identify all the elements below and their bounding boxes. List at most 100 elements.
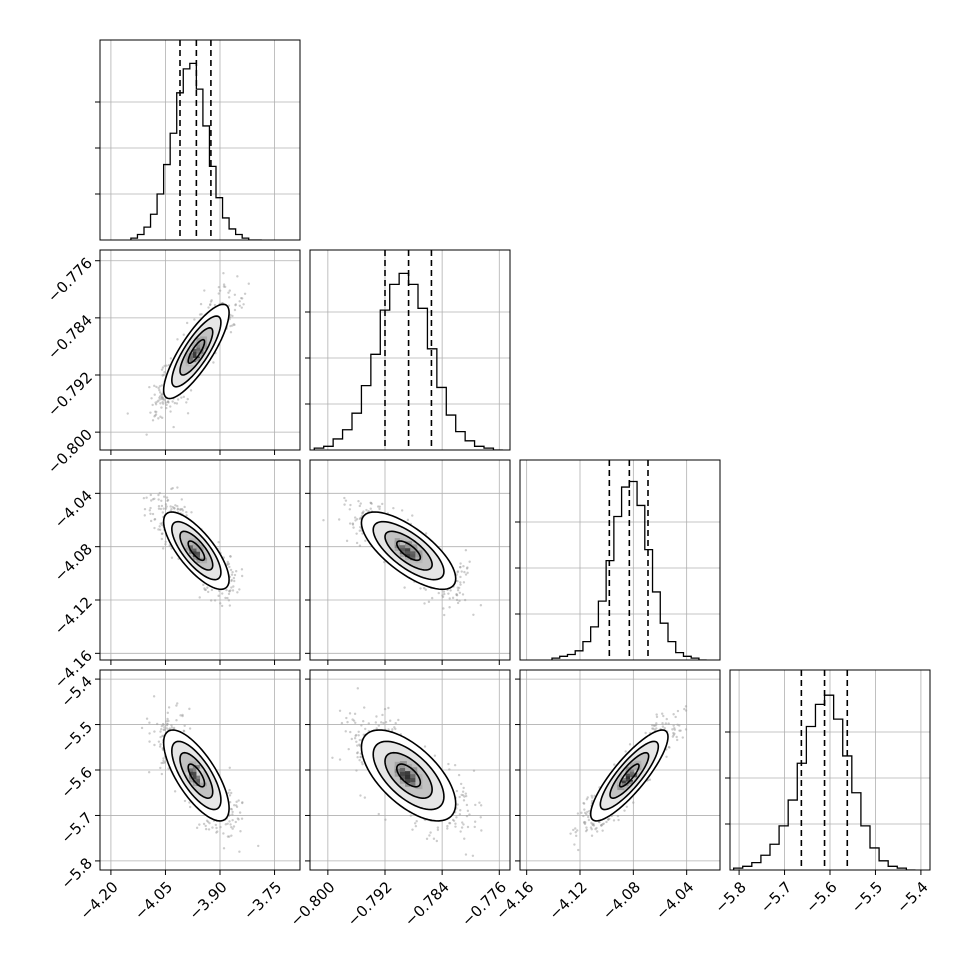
scatter-point xyxy=(162,728,165,732)
scatter-point xyxy=(158,396,161,399)
scatter-point xyxy=(217,589,221,592)
scatter-point xyxy=(358,504,361,508)
scatter-point xyxy=(411,514,414,517)
scatter-point xyxy=(223,285,227,289)
scatter-point xyxy=(384,818,387,821)
scatter-point xyxy=(160,368,164,371)
scatter-point xyxy=(357,499,360,503)
contour-lines xyxy=(162,303,230,400)
scatter-point xyxy=(157,417,160,420)
scatter-point xyxy=(230,578,233,582)
scatter-point xyxy=(176,702,179,705)
scatter-point xyxy=(585,828,589,832)
scatter-point xyxy=(230,586,233,589)
scatter-point xyxy=(381,502,384,506)
scatter-point xyxy=(240,306,243,309)
scatter-point xyxy=(358,544,362,547)
scatter-point xyxy=(400,509,404,512)
scatter-point xyxy=(573,843,576,846)
scatter-point xyxy=(441,595,445,599)
scatter-point xyxy=(171,400,174,403)
scatter-point xyxy=(176,338,179,341)
scatter-point xyxy=(364,539,367,542)
scatter-point xyxy=(150,499,153,502)
scatter-point xyxy=(582,814,585,818)
contour-line xyxy=(384,530,433,571)
scatter-point xyxy=(583,808,586,811)
panel-frame xyxy=(519,459,721,661)
scatter-point xyxy=(164,401,167,404)
scatter-point xyxy=(163,726,166,729)
scatter-point xyxy=(387,706,390,710)
scatter-point xyxy=(213,303,217,307)
scatter-point xyxy=(461,790,465,793)
scatter-point xyxy=(590,799,594,803)
scatter-point xyxy=(153,743,156,747)
scatter-point xyxy=(229,554,232,558)
scatter-point xyxy=(443,613,446,617)
scatter-point xyxy=(160,393,163,397)
scatter-point xyxy=(158,745,162,748)
scatter-point xyxy=(473,820,477,823)
scatter-point xyxy=(449,589,452,592)
scatter-point xyxy=(478,801,481,804)
scatter-point xyxy=(222,272,225,275)
scatter-point xyxy=(170,726,174,729)
x-tick-label: −4.20 xyxy=(76,878,121,923)
scatter-point xyxy=(228,565,231,569)
scatter-point xyxy=(224,823,227,826)
scatter-point xyxy=(239,830,242,833)
x-tick-label: −4.05 xyxy=(131,878,176,923)
scatter-point xyxy=(442,607,445,610)
contour-line xyxy=(179,751,214,799)
panel-frame xyxy=(99,249,301,451)
panel-content xyxy=(569,705,688,852)
scatter-point xyxy=(463,598,467,602)
x-tick-label: −0.784 xyxy=(401,878,453,930)
scatter-point xyxy=(458,795,461,799)
scatter-point xyxy=(428,834,431,837)
scatter-point xyxy=(227,291,230,294)
scatter-panel-4-1 xyxy=(95,669,301,875)
scatter-point xyxy=(377,812,380,816)
scatter-point xyxy=(360,761,364,764)
scatter-point xyxy=(163,495,166,498)
scatter-point xyxy=(157,498,160,501)
scatter-point xyxy=(352,526,355,529)
scatter-point xyxy=(361,762,364,766)
scatter-point xyxy=(160,772,164,776)
scatter-point xyxy=(153,526,156,530)
scatter-point xyxy=(403,586,406,589)
scatter-point xyxy=(359,756,362,759)
scatter-point xyxy=(160,504,164,508)
scatter-point xyxy=(343,503,346,506)
panel-frame xyxy=(99,39,301,241)
scatter-point xyxy=(448,606,451,609)
scatter-point xyxy=(628,743,632,746)
scatter-point xyxy=(569,832,572,835)
scatter-point xyxy=(468,813,471,816)
contour-lines xyxy=(360,729,457,822)
scatter-point xyxy=(601,829,604,832)
scatter-point xyxy=(188,727,192,730)
y-tick-label: −5.6 xyxy=(58,763,96,801)
scatter-point xyxy=(170,724,173,727)
scatter-point xyxy=(230,825,233,829)
contour-line xyxy=(618,763,640,788)
scatter-point xyxy=(234,303,237,306)
scatter-point xyxy=(166,722,169,726)
scatter-point xyxy=(162,759,165,762)
scatter-point xyxy=(161,396,165,399)
scatter-point xyxy=(161,401,164,404)
scatter-point xyxy=(587,818,591,822)
scatter-point xyxy=(162,757,165,760)
scatter-point xyxy=(360,724,363,727)
scatter-point xyxy=(672,724,675,727)
histogram-panel-4 xyxy=(725,669,931,875)
density-cell xyxy=(410,775,418,783)
scatter-point xyxy=(148,385,151,389)
scatter-point xyxy=(378,505,381,508)
scatter-point xyxy=(454,822,457,825)
scatter-point xyxy=(353,712,357,716)
scatter-point xyxy=(355,518,359,521)
